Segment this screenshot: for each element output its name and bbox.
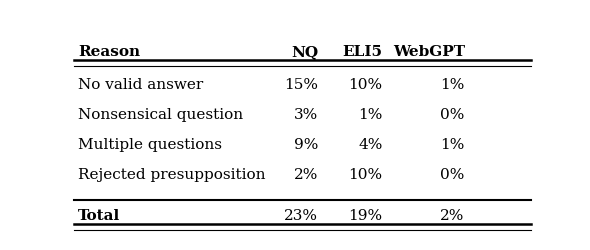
Text: ELI5: ELI5 <box>342 46 382 60</box>
Text: 2%: 2% <box>294 168 319 182</box>
Text: 2%: 2% <box>440 209 465 223</box>
Text: Total: Total <box>78 209 120 223</box>
Text: 19%: 19% <box>348 209 382 223</box>
Text: 1%: 1% <box>358 108 382 122</box>
Text: 1%: 1% <box>440 78 465 92</box>
Text: 3%: 3% <box>294 108 319 122</box>
Text: Multiple questions: Multiple questions <box>78 138 222 152</box>
Text: WebGPT: WebGPT <box>393 46 465 60</box>
Text: 0%: 0% <box>440 168 465 182</box>
Text: Rejected presupposition: Rejected presupposition <box>78 168 266 182</box>
Text: No valid answer: No valid answer <box>78 78 204 92</box>
Text: 9%: 9% <box>294 138 319 152</box>
Text: 10%: 10% <box>348 168 382 182</box>
Text: Nonsensical question: Nonsensical question <box>78 108 244 122</box>
Text: 4%: 4% <box>358 138 382 152</box>
Text: NQ: NQ <box>291 46 319 60</box>
Text: 15%: 15% <box>284 78 319 92</box>
Text: 0%: 0% <box>440 108 465 122</box>
Text: 10%: 10% <box>348 78 382 92</box>
Text: 23%: 23% <box>284 209 319 223</box>
Text: Reason: Reason <box>78 46 140 60</box>
Text: 1%: 1% <box>440 138 465 152</box>
